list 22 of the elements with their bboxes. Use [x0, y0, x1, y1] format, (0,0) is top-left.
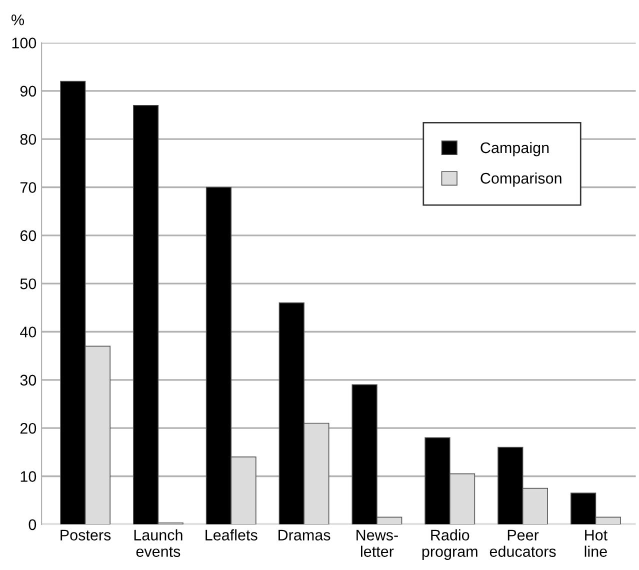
y-tick-label: 70	[20, 182, 36, 193]
x-tick-label: Peer educators	[490, 530, 556, 557]
x-tick-label: News- letter	[356, 530, 398, 557]
y-tick-label: 90	[20, 86, 36, 97]
x-tick-label: Hot line	[584, 530, 608, 557]
y-tick-label: 30	[20, 374, 36, 386]
x-tick-label: Dramas	[278, 530, 330, 540]
y-tick-label: 100	[12, 38, 36, 48]
y-axis-title: %	[12, 14, 24, 26]
legend-label: Comparison	[480, 172, 562, 187]
x-tick-label: Radio program	[422, 529, 478, 560]
y-tick-label: 0	[28, 519, 36, 530]
y-tick-label: 60	[20, 230, 36, 242]
y-tick-label: 20	[20, 422, 36, 434]
y-tick-label: 50	[20, 278, 36, 290]
y-tick-label: 80	[20, 134, 36, 145]
legend-label: Campaign	[480, 142, 549, 156]
x-tick-label: Posters	[60, 530, 111, 540]
x-tick-label: Launch events	[134, 529, 182, 557]
y-tick-label: 10	[20, 471, 36, 482]
x-tick-label: Leaflets	[206, 529, 258, 540]
y-tick-label: 40	[20, 326, 36, 338]
